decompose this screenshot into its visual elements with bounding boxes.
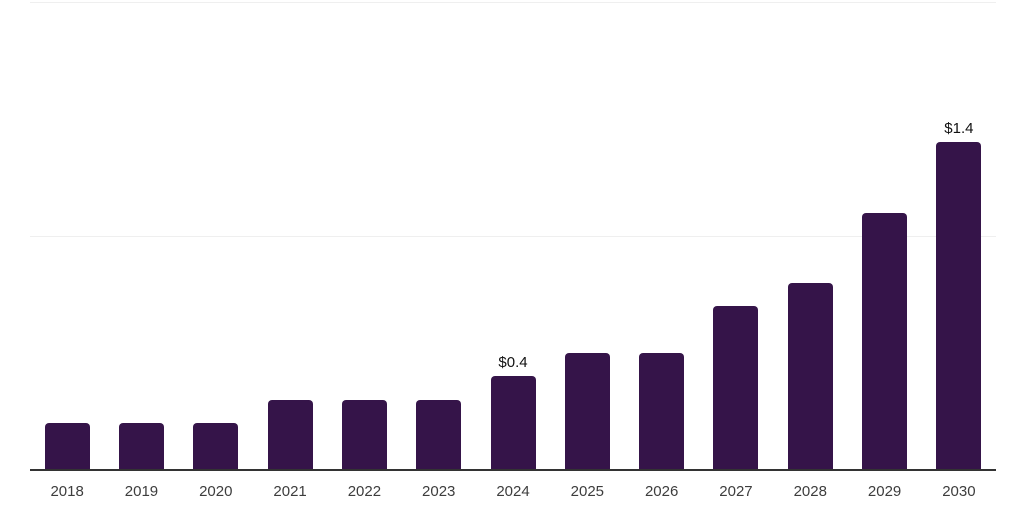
x-tick-label: 2028 [793, 483, 827, 500]
x-axis-labels: 2018 2019 2020 2021 2022 2023 2024 2025 2026 2027… [30, 471, 996, 512]
bars-row: $0.4 $1.4 [30, 2, 996, 470]
bar-cell [104, 2, 178, 470]
bar-cell [30, 2, 104, 470]
x-tick-label: 2030 [942, 483, 976, 500]
x-tick-label: 2021 [273, 483, 307, 500]
bar [936, 142, 982, 470]
plot-area: $0.4 $1.4 [30, 2, 996, 471]
x-tick-label: 2022 [347, 483, 382, 500]
x-tick-label: 2020 [199, 483, 233, 500]
x-tick-label: 2025 [570, 483, 605, 500]
bar-value-label: $0.4 [498, 354, 528, 372]
bar-cell [402, 2, 476, 470]
bar-cell: $0.4 [476, 2, 550, 470]
bar [341, 399, 387, 470]
bar-cell [847, 2, 921, 470]
bar [416, 399, 462, 470]
bar [564, 353, 610, 470]
gridline [30, 236, 996, 237]
bar-cell [327, 2, 401, 470]
bar-cell [625, 2, 699, 470]
bar-cell [699, 2, 773, 470]
bar [787, 282, 833, 470]
bar [713, 306, 759, 470]
bar [639, 353, 685, 470]
bar-cell [550, 2, 624, 470]
bar-cell [253, 2, 327, 470]
gridline [30, 2, 996, 3]
bar-value-label: $1.4 [944, 120, 974, 138]
x-axis-line [30, 469, 996, 471]
bar-cell [179, 2, 253, 470]
bar [44, 423, 90, 470]
x-tick-label: 2023 [422, 483, 456, 500]
x-tick-label: 2026 [644, 483, 679, 500]
bar [490, 376, 536, 470]
x-tick-label: 2018 [50, 483, 84, 500]
x-tick-label: 2029 [867, 483, 902, 500]
x-tick-label: 2019 [124, 483, 159, 500]
bar [862, 212, 908, 470]
bar [193, 423, 239, 470]
x-tick-label: 2027 [719, 483, 753, 500]
bar [118, 423, 164, 470]
bar-cell [773, 2, 847, 470]
bar-cell: $1.4 [922, 2, 996, 470]
bar [267, 399, 313, 470]
x-tick-label: 2024 [496, 483, 530, 500]
